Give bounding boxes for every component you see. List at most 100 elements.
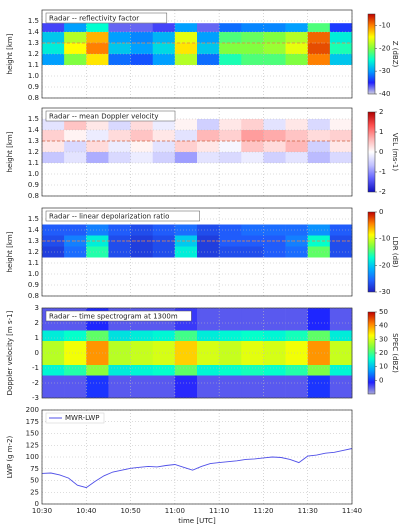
- heatmap-cell: [285, 308, 309, 331]
- heatmap-cell: [42, 43, 65, 54]
- heatmap-cell: [285, 54, 309, 65]
- heatmap-cell: [130, 375, 154, 398]
- heatmap-cell: [285, 43, 309, 54]
- colorbar-tick-label: 50: [379, 308, 388, 316]
- heatmap-cell: [152, 330, 176, 341]
- heatmap-cell: [174, 119, 198, 130]
- colorbar: [367, 13, 376, 95]
- heatmap-cell: [174, 141, 198, 152]
- heatmap-cell: [152, 23, 176, 32]
- plot-frame: [41, 207, 353, 297]
- y-tick-label: 1.1: [28, 259, 39, 267]
- heatmap-cell: [64, 130, 87, 141]
- heatmap-cell: [241, 119, 264, 130]
- heatmap-cell: [130, 119, 154, 130]
- heatmap-cell: [263, 141, 286, 152]
- heatmap-cell: [241, 54, 264, 65]
- heatmap-cell: [285, 23, 309, 32]
- colorbar-tick-label: 0: [379, 376, 383, 384]
- heatmap-cell: [152, 341, 176, 365]
- x-tick-label: 10:30: [32, 507, 52, 515]
- colorbar-tick-label: 30: [379, 335, 388, 343]
- y-tick-label: -3: [32, 394, 39, 402]
- colorbar-tick-label: 10: [379, 363, 388, 371]
- heatmap-cell: [86, 330, 109, 341]
- heatmap-cell: [174, 330, 198, 341]
- y-tick-label: 0: [35, 500, 39, 508]
- x-tick-label: 10:40: [76, 507, 96, 515]
- heatmap-cell: [329, 341, 353, 365]
- colorbar-tick-label: 2: [379, 108, 383, 116]
- heatmap-cell: [219, 43, 242, 54]
- heatmap-cell: [152, 43, 176, 54]
- y-tick-label: 75: [30, 465, 39, 473]
- heatmap-cell: [329, 365, 353, 376]
- heatmap-cell: [86, 119, 109, 130]
- heatmap-cell: [285, 341, 309, 365]
- heatmap-cell: [42, 224, 65, 236]
- heatmap-cell: [64, 32, 87, 43]
- heatmap-cell: [42, 141, 65, 152]
- heatmap-cell: [263, 54, 286, 65]
- panel-label-box: [45, 110, 176, 122]
- heatmap-cell: [108, 32, 131, 43]
- heatmap-cell: [174, 375, 198, 398]
- y-tick-label: 0.8: [28, 192, 39, 200]
- heatmap-cell: [263, 341, 286, 365]
- heatmap-cell: [263, 308, 286, 331]
- heatmap-cell: [108, 130, 131, 141]
- heatmap-cell: [108, 246, 131, 258]
- plot-frame: [41, 107, 353, 197]
- colorbar-tick-label: 0: [379, 208, 383, 216]
- y-tick-label: 1.2: [28, 248, 39, 256]
- y-tick-label: 200: [26, 406, 39, 414]
- heatmap-cell: [42, 375, 65, 398]
- heatmap-cell: [241, 375, 264, 398]
- heatmap-cell: [108, 54, 131, 65]
- heatmap-cell: [329, 235, 353, 247]
- y-tick-label: 1: [35, 334, 39, 342]
- colorbar-tick-label: 0: [379, 148, 383, 156]
- plot-frame: [41, 9, 353, 99]
- heatmap-cell: [152, 375, 176, 398]
- heatmap-cell: [285, 32, 309, 43]
- heatmap-cell: [263, 246, 286, 258]
- x-tick-label: 11:10: [209, 507, 229, 515]
- heatmap-cell: [130, 54, 154, 65]
- heatmap-cell: [329, 246, 353, 258]
- heatmap-cell: [241, 152, 264, 163]
- heatmap-cell: [86, 375, 109, 398]
- heatmap-cell: [86, 341, 109, 365]
- heatmap-cell: [285, 365, 309, 376]
- y-tick-label: 0: [35, 349, 39, 357]
- y-tick-label: 125: [26, 441, 39, 449]
- heatmap-cell: [174, 365, 198, 376]
- heatmap-cell: [263, 152, 286, 163]
- y-tick-label: 0.9: [28, 281, 39, 289]
- y-tick-label: 1.3: [28, 237, 39, 245]
- heatmap-cell: [130, 365, 154, 376]
- colorbar: [367, 211, 376, 293]
- y-tick-label: 3: [35, 304, 39, 312]
- colorbar-tick-label: 20: [379, 349, 388, 357]
- heatmap-cell: [130, 23, 154, 32]
- heatmap-cell: [108, 141, 131, 152]
- heatmap-cell: [64, 23, 87, 32]
- heatmap-cell: [197, 43, 220, 54]
- heatmap-cell: [64, 152, 87, 163]
- heatmap-cell: [152, 152, 176, 163]
- y-tick-label: 1.4: [28, 126, 40, 134]
- heatmap-cell: [307, 152, 331, 163]
- y-tick-label: -2: [32, 379, 39, 387]
- heatmap-cell: [108, 152, 131, 163]
- heatmap-cell: [307, 23, 331, 32]
- panel-label-box: [45, 12, 168, 24]
- heatmap-cell: [64, 119, 87, 130]
- heatmap-cell: [329, 54, 353, 65]
- heatmap-cell: [130, 43, 154, 54]
- heatmap-cell: [241, 23, 264, 32]
- heatmap-cell: [152, 224, 176, 236]
- x-tick-label: 11:40: [342, 507, 362, 515]
- panel-label: Radar -- mean Doppler velocity: [49, 113, 158, 121]
